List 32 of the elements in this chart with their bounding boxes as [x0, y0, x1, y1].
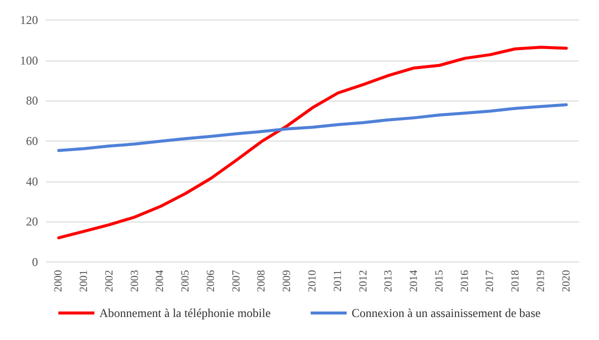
x-tick-label: 2001 [78, 270, 90, 292]
x-tick-label: 2009 [281, 270, 294, 292]
y-tick-label: 40 [26, 174, 38, 188]
x-tick-label: 2020 [560, 270, 572, 292]
x-tick-label: 2012 [357, 270, 370, 292]
x-tick-label: 2016 [458, 270, 471, 292]
y-tick-label: 0 [32, 255, 38, 269]
x-tick-label: 2008 [256, 270, 268, 292]
x-tick-label: 2003 [128, 270, 141, 292]
y-tick-label: 80 [26, 94, 38, 108]
y-tick-label: 20 [26, 214, 38, 229]
x-tick-label: 2000 [52, 270, 65, 292]
x-tick-label: 2015 [433, 270, 446, 292]
x-tick-label: 2013 [382, 270, 395, 292]
x-tick-label: 2004 [154, 270, 166, 292]
x-tick-label: 2019 [534, 270, 547, 292]
legend-label: Connexion à un assainissement de base [352, 306, 541, 320]
x-tick-label: 2017 [484, 270, 496, 292]
x-tick-label: 2014 [408, 270, 420, 292]
line-series [57, 103, 568, 152]
x-tick-label: 2002 [103, 270, 116, 292]
y-tick-label: 100 [20, 53, 38, 68]
x-tick-label: 2007 [230, 270, 242, 292]
y-tick-label: 120 [20, 13, 38, 27]
y-tick-label: 60 [26, 134, 38, 148]
x-tick-label: 2018 [510, 270, 522, 292]
legend-label: Abonnement à la téléphonie mobile [99, 306, 271, 320]
line-series [57, 46, 568, 240]
x-tick-label: 2010 [306, 270, 318, 292]
x-tick-label: 2006 [204, 270, 217, 292]
x-tick-label: 2005 [180, 270, 192, 292]
x-tick-label: 2011 [332, 270, 344, 292]
